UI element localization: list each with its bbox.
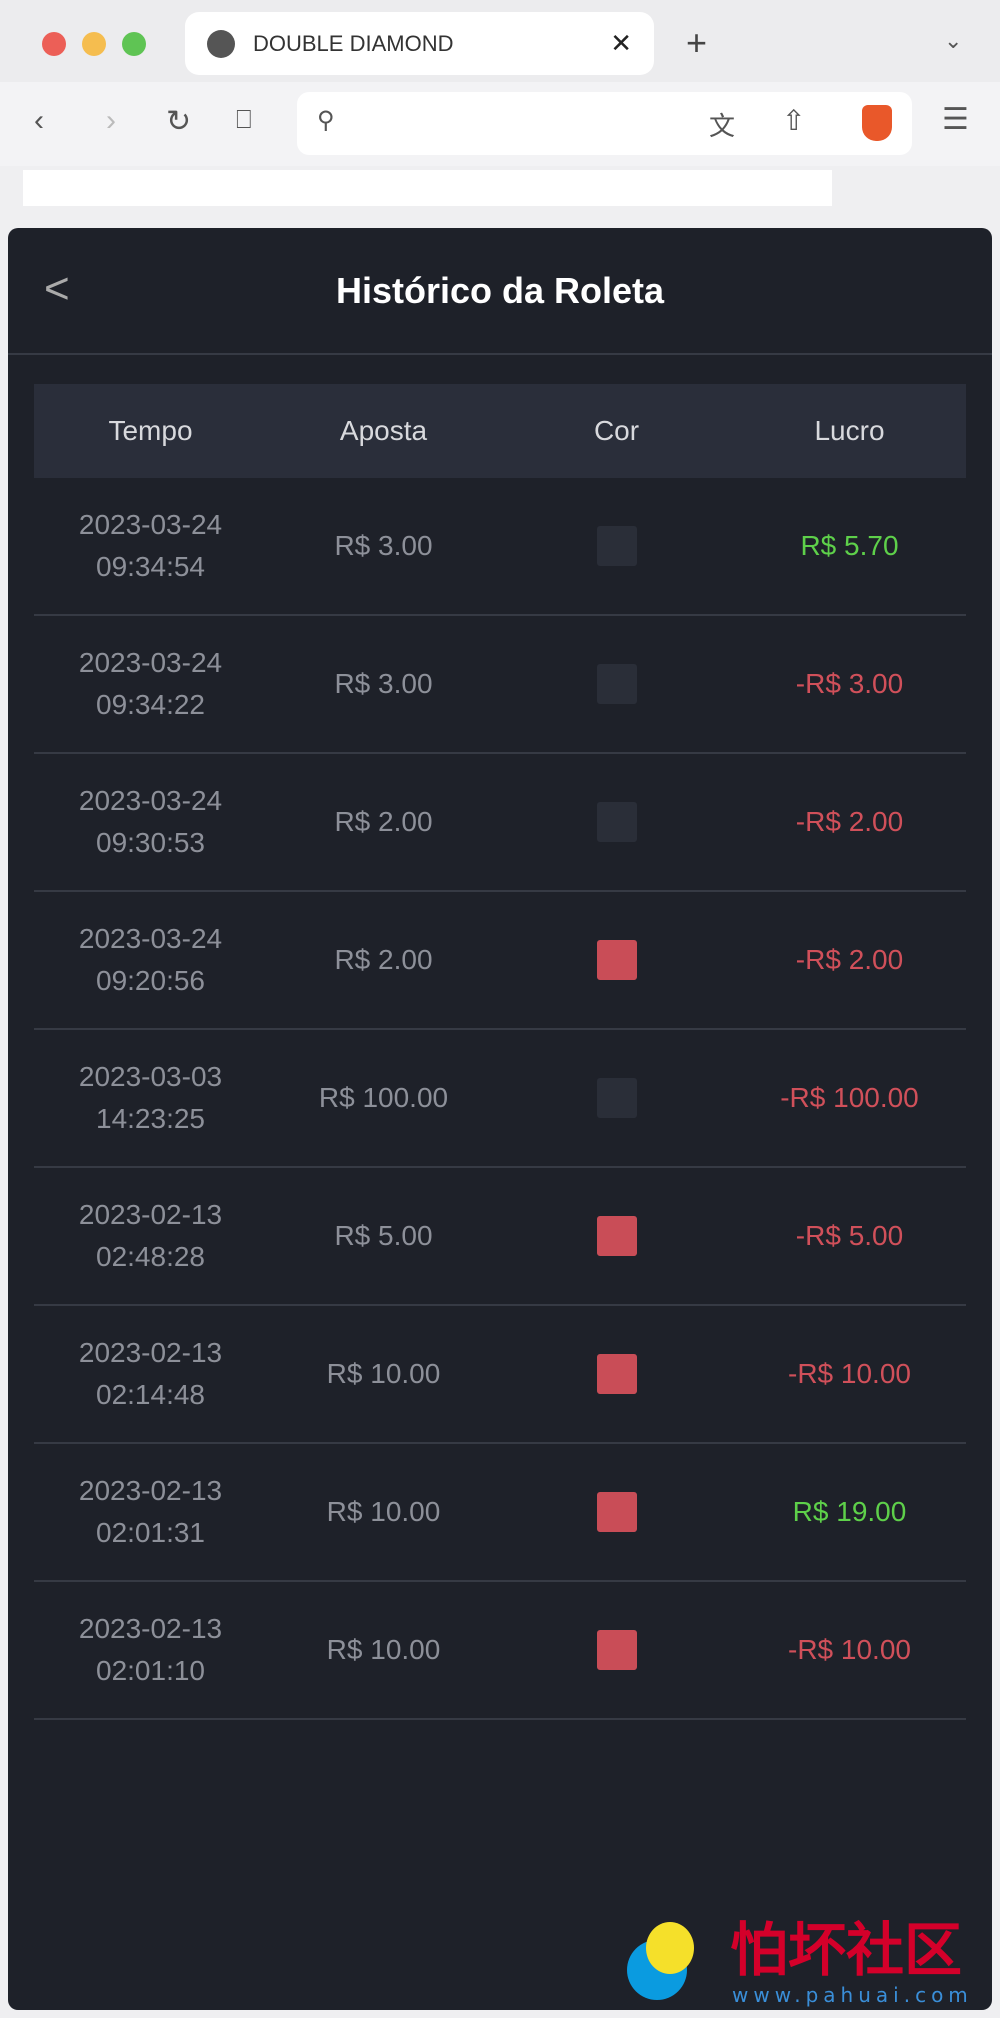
share-icon[interactable]: ⇧ [782,105,806,136]
color-square [596,1216,637,1256]
table-row: 2023-03-24 09:30:53 R$ 2.00 -R$ 2.00 [34,754,966,892]
color-cell [500,1492,733,1532]
table-row: 2023-02-13 02:01:31 R$ 10.00 R$ 19.00 [34,1444,966,1582]
browser-toolbar: ‹ › ↻ ⎕ ⚲ 文 ⇧ ☰ [0,82,1000,166]
color-square [596,1630,637,1670]
bet-cell: R$ 2.00 [334,944,433,975]
header-lucro: Lucro [814,415,885,446]
close-tab-icon[interactable]: ✕ [610,28,632,58]
svg-text:怕坏社区: 怕坏社区 [730,1916,962,1984]
color-cell [500,664,733,704]
header-aposta: Aposta [339,415,428,446]
table-row: 2023-03-24 09:34:54 R$ 3.00 R$ 5.70 [34,478,966,616]
address-bar[interactable]: ⚲ 文 ⇧ [297,92,912,155]
time-cell: 2023-03-24 09:30:53 [78,785,223,858]
new-tab-button[interactable]: + [686,22,708,63]
page-banner [23,170,832,206]
time-cell: 2023-03-24 09:20:56 [78,923,223,996]
reload-icon[interactable]: ↻ [166,105,192,138]
color-square [596,1492,637,1532]
table-row: 2023-03-24 09:34:22 R$ 3.00 -R$ 3.00 [34,616,966,754]
roulette-history-panel: < Histórico da Roleta Tempo Aposta Cor L… [8,228,992,2010]
time-cell: 2023-03-03 14:23:25 [78,1061,223,1134]
profit-cell: -R$ 2.00 [795,806,904,837]
profit-cell: -R$ 3.00 [795,668,904,699]
time-cell: 2023-03-24 09:34:54 [78,509,223,582]
color-square [596,802,637,842]
color-cell [500,1078,733,1118]
profit-cell: R$ 19.00 [792,1496,907,1527]
page-header: < Histórico da Roleta [8,228,992,355]
profit-cell: -R$ 2.00 [795,944,904,975]
table-row: 2023-02-13 02:48:28 R$ 5.00 -R$ 5.00 [34,1168,966,1306]
color-cell [500,526,733,566]
browser-tab[interactable]: DOUBLE DIAMOND ✕ [185,12,654,75]
color-square [596,940,637,980]
translate-icon[interactable]: 文 [709,111,736,141]
watermark-logo: 怕坏社区 www.pahuai.com [627,1916,973,2007]
color-square [596,1078,637,1118]
profit-cell: -R$ 100.00 [780,1082,919,1113]
profit-cell: -R$ 5.00 [795,1220,904,1251]
maximize-window-button[interactable] [122,32,146,56]
color-square [596,664,637,704]
close-window-button[interactable] [42,32,66,56]
time-cell: 2023-02-13 02:01:31 [78,1475,223,1548]
bet-cell: R$ 2.00 [334,806,433,837]
back-button[interactable]: < [44,264,70,313]
color-square [596,526,637,566]
color-cell [500,1630,733,1670]
table-row: 2023-02-13 02:14:48 R$ 10.00 -R$ 10.00 [34,1306,966,1444]
time-cell: 2023-02-13 02:14:48 [78,1337,223,1410]
minimize-window-button[interactable] [82,32,106,56]
color-cell [500,1354,733,1394]
tab-bar: DOUBLE DIAMOND ✕ + ⌄ [0,0,1000,82]
bet-cell: R$ 10.00 [326,1496,441,1527]
bet-cell: R$ 10.00 [326,1358,441,1389]
bookmark-icon[interactable]: ⎕ [236,104,252,134]
back-nav-icon[interactable]: ‹ [34,104,44,137]
table-header: Tempo Aposta Cor Lucro [34,384,966,478]
profit-cell: R$ 5.70 [800,530,899,561]
time-cell: 2023-03-24 09:34:22 [78,647,223,720]
profit-cell: -R$ 10.00 [788,1634,911,1665]
bet-cell: R$ 5.00 [334,1220,433,1251]
table-row: 2023-03-03 14:23:25 R$ 100.00 -R$ 100.00 [34,1030,966,1168]
header-tempo: Tempo [108,415,193,446]
color-cell [500,802,733,842]
bet-cell: R$ 10.00 [326,1634,441,1665]
bet-cell: R$ 3.00 [334,668,433,699]
time-cell: 2023-02-13 02:48:28 [78,1199,223,1272]
globe-icon [207,29,235,58]
history-table: Tempo Aposta Cor Lucro 2023-03-24 09:34:… [34,384,966,1720]
brave-shields-icon[interactable] [862,105,892,141]
menu-icon[interactable]: ☰ [942,103,969,136]
site-settings-icon[interactable]: ⚲ [317,107,335,134]
bet-cell: R$ 3.00 [334,530,433,561]
page-title: Histórico da Roleta [335,270,665,311]
svg-text:www.pahuai.com: www.pahuai.com [732,1983,973,2007]
profit-cell: -R$ 10.00 [788,1358,911,1389]
tab-title: DOUBLE DIAMOND [253,30,454,56]
color-cell [500,940,733,980]
table-row: 2023-02-13 02:01:10 R$ 10.00 -R$ 10.00 [34,1582,966,1720]
table-row: 2023-03-24 09:20:56 R$ 2.00 -R$ 2.00 [34,892,966,1030]
time-cell: 2023-02-13 02:01:10 [78,1613,223,1686]
color-cell [500,1216,733,1256]
bet-cell: R$ 100.00 [318,1082,449,1113]
color-square [596,1354,637,1394]
tab-list-chevron-icon[interactable]: ⌄ [944,28,963,53]
header-cor: Cor [593,415,640,446]
forward-nav-icon[interactable]: › [106,104,116,137]
